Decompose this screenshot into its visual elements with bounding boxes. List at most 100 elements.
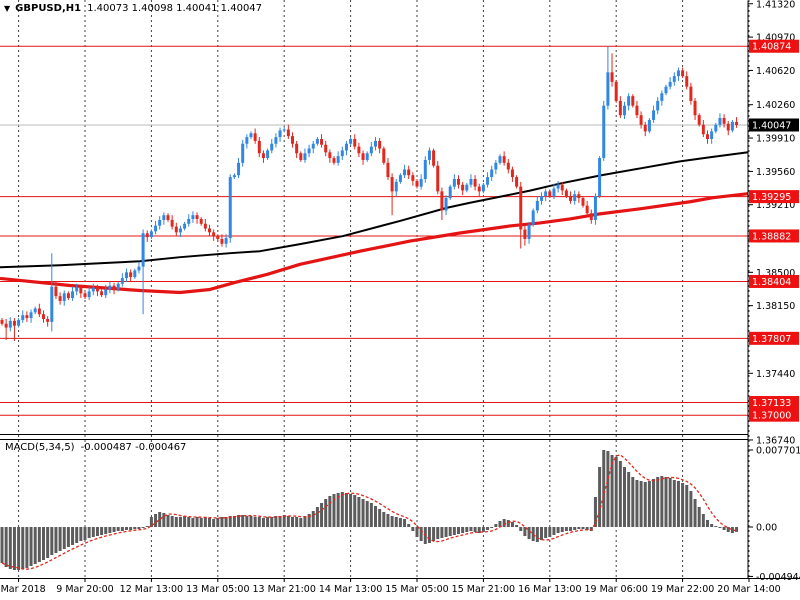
macd-bar bbox=[79, 527, 83, 541]
macd-bar bbox=[71, 527, 75, 545]
price-level-badge-label: 1.38882 bbox=[752, 231, 791, 242]
price-axis-label: 1.37440 bbox=[756, 369, 795, 380]
candle bbox=[593, 196, 597, 220]
macd-bar bbox=[390, 516, 394, 527]
macd-bar bbox=[303, 516, 307, 527]
macd-bar bbox=[419, 527, 423, 541]
macd-bar bbox=[465, 527, 469, 532]
macd-bar bbox=[137, 527, 141, 529]
macd-bar bbox=[357, 497, 361, 527]
candle bbox=[718, 118, 722, 125]
candle bbox=[33, 308, 37, 313]
macd-bar bbox=[378, 509, 382, 527]
candle bbox=[548, 191, 552, 197]
candle bbox=[681, 70, 685, 77]
symbol-label: GBPUSD,H1 bbox=[15, 3, 82, 14]
candle bbox=[62, 293, 66, 301]
price-axis-label: 1.40260 bbox=[756, 100, 795, 111]
candle bbox=[228, 177, 232, 239]
macd-bar bbox=[519, 527, 523, 531]
macd-bar bbox=[581, 527, 585, 529]
price-level-badge bbox=[749, 229, 799, 243]
macd-bar bbox=[162, 513, 166, 527]
macd-bar bbox=[112, 527, 116, 532]
macd-bar bbox=[311, 511, 315, 527]
macd-bar bbox=[527, 527, 531, 539]
macd-bar bbox=[369, 503, 373, 527]
macd-values: -0.000487 -0.000467 bbox=[80, 442, 187, 453]
price-axis-label: 1.39210 bbox=[756, 200, 795, 211]
macd-bar bbox=[556, 527, 560, 533]
candle bbox=[75, 287, 79, 292]
price-level-badge-label: 1.37133 bbox=[752, 398, 791, 409]
macd-bar bbox=[299, 518, 303, 527]
candle bbox=[299, 153, 303, 160]
macd-bar bbox=[573, 527, 577, 530]
candle bbox=[498, 156, 502, 163]
candle bbox=[535, 200, 539, 211]
macd-bar bbox=[66, 527, 70, 547]
macd-bar bbox=[540, 527, 543, 540]
candle bbox=[631, 96, 635, 106]
macd-bar bbox=[149, 517, 153, 527]
candle bbox=[652, 110, 656, 120]
candle bbox=[382, 148, 386, 163]
macd-bar bbox=[398, 518, 402, 527]
candle bbox=[560, 184, 564, 191]
candle bbox=[257, 140, 261, 154]
macd-bar bbox=[436, 527, 440, 539]
macd-bar bbox=[315, 507, 319, 527]
macd-bar bbox=[606, 451, 610, 527]
macd-bar bbox=[245, 516, 249, 527]
candle bbox=[618, 100, 622, 116]
macd-bar bbox=[672, 480, 676, 527]
macd-bar bbox=[174, 517, 178, 527]
candle bbox=[374, 140, 377, 147]
macd-bar bbox=[183, 516, 187, 527]
candle bbox=[602, 105, 606, 159]
macd-bar bbox=[374, 506, 377, 527]
candle bbox=[253, 133, 257, 141]
macd-bar bbox=[602, 450, 606, 527]
candle bbox=[83, 293, 87, 298]
current-price-badge-label: 1.40047 bbox=[752, 121, 791, 132]
macd-bar bbox=[635, 480, 639, 527]
macd-bar bbox=[502, 519, 506, 527]
symbol-dropdown-icon[interactable]: ▼ bbox=[4, 4, 11, 13]
candle bbox=[174, 226, 178, 233]
price-level-badge bbox=[749, 190, 799, 204]
candle bbox=[307, 148, 311, 154]
candle bbox=[664, 86, 668, 94]
macd-name: MACD(5,34,5) bbox=[5, 442, 75, 453]
candle bbox=[477, 186, 481, 192]
candle bbox=[170, 219, 174, 227]
macd-bar bbox=[62, 527, 66, 549]
macd-bar bbox=[104, 527, 108, 534]
candle bbox=[315, 139, 319, 144]
macd-bar bbox=[697, 507, 701, 527]
macd-bar bbox=[498, 521, 502, 527]
candle bbox=[166, 215, 170, 220]
macd-bar bbox=[664, 477, 668, 527]
time-axis-label: 15 Mar 05:00 bbox=[385, 584, 448, 595]
macd-bar bbox=[523, 527, 527, 536]
candle bbox=[598, 158, 602, 197]
macd-bar bbox=[681, 483, 685, 527]
candle bbox=[444, 198, 448, 211]
candle bbox=[465, 184, 469, 191]
macd-axis-label: 0.00 bbox=[756, 523, 777, 534]
candle bbox=[266, 150, 270, 159]
macd-bar bbox=[100, 527, 104, 535]
candle bbox=[722, 118, 726, 124]
candle bbox=[693, 100, 697, 116]
candle bbox=[212, 232, 216, 237]
candle bbox=[510, 169, 514, 178]
price-level-badge-label: 1.37000 bbox=[752, 411, 791, 422]
candle bbox=[668, 81, 672, 87]
macd-bar bbox=[444, 527, 448, 537]
candle bbox=[701, 124, 705, 135]
candle bbox=[589, 213, 593, 220]
candle bbox=[112, 285, 116, 290]
